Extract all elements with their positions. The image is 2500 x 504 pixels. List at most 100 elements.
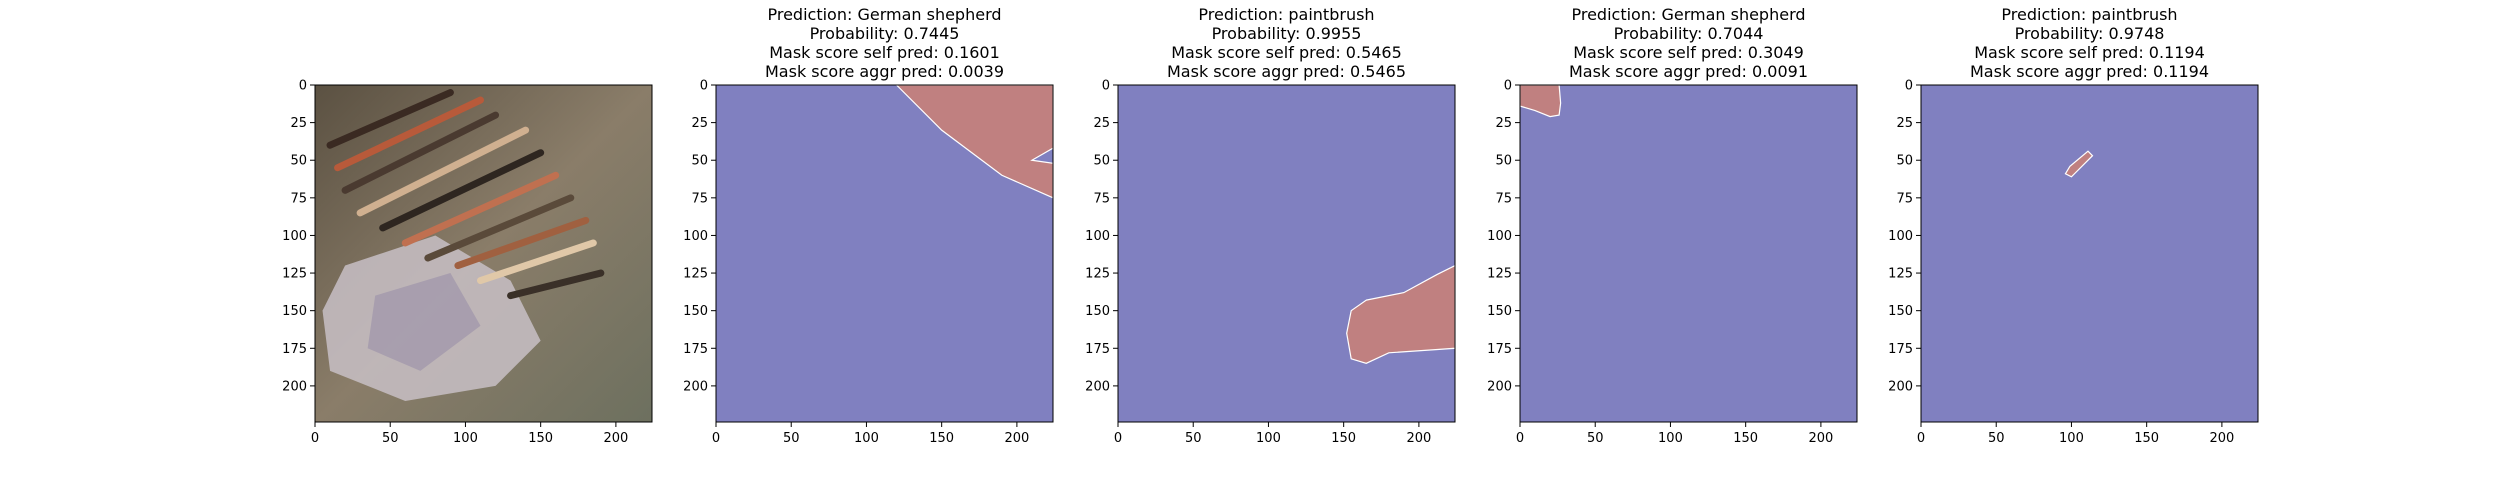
x-tick-label: 100 — [2059, 431, 2084, 446]
mask-background — [1118, 85, 1455, 422]
mask-region — [1519, 84, 1562, 118]
y-tick-label: 200 — [1487, 379, 1512, 394]
y-tick-label: 50 — [691, 154, 708, 169]
y-tick-label: 0 — [1102, 79, 1110, 94]
panel-1: 0 50 100 150 200 0 25 50 75 100 125 150 175 200 — [282, 79, 653, 446]
y-tick-label: 50 — [1896, 154, 1913, 169]
y-tick-label: 75 — [1093, 191, 1110, 206]
y-tick-label: 0 — [1905, 79, 1913, 94]
panel-title-line: Mask score aggr pred: 0.0091 — [1569, 62, 1808, 81]
x-tick-label: 200 — [1406, 431, 1431, 446]
y-tick-label: 75 — [691, 191, 708, 206]
paintbrush-shape — [379, 149, 545, 232]
mask-region — [1346, 264, 1456, 364]
x-tick-label: 50 — [1587, 431, 1604, 446]
y-tick-label: 75 — [290, 191, 307, 206]
y-tick-label: 0 — [1504, 79, 1512, 94]
y-tick-label: 200 — [683, 379, 708, 394]
panel-title-line: Mask score aggr pred: 0.5465 — [1167, 62, 1406, 81]
y-tick-label: 125 — [282, 267, 307, 282]
x-tick-label: 150 — [528, 431, 553, 446]
x-tick-label: 100 — [854, 431, 879, 446]
paintbrush-shape — [454, 216, 590, 270]
paper-shadow — [367, 273, 481, 371]
panel-title-line: Prediction: German shepherd — [767, 5, 1001, 24]
y-tick-label: 150 — [282, 304, 307, 319]
panel-4: 0 50 100 150 200 0 25 50 75 100 125 150 175 200 Predic… — [1487, 5, 1858, 446]
y-tick-label: 150 — [683, 304, 708, 319]
paintbrush-shape — [424, 194, 575, 262]
panel-title-line: Mask score self pred: 0.3049 — [1573, 43, 1804, 62]
panel-title-line: Probability: 0.7044 — [1614, 24, 1764, 43]
x-tick-label: 150 — [1331, 431, 1356, 446]
mask-background — [1921, 85, 2258, 422]
paintbrush-shape — [341, 111, 500, 194]
y-tick-label: 50 — [290, 154, 307, 169]
y-tick-label: 125 — [683, 267, 708, 282]
panel-title-line: Probability: 0.7445 — [810, 24, 960, 43]
x-tick-label: 150 — [929, 431, 954, 446]
y-tick-label: 75 — [1495, 191, 1512, 206]
y-tick-label: 175 — [1888, 342, 1913, 357]
y-tick-label: 125 — [1888, 267, 1913, 282]
x-tick-label: 150 — [2134, 431, 2159, 446]
x-tick-label: 50 — [382, 431, 399, 446]
y-tick-label: 25 — [1093, 116, 1110, 131]
x-tick-label: 100 — [1256, 431, 1281, 446]
panel-title-line: Probability: 0.9955 — [1212, 24, 1362, 43]
x-tick-label: 0 — [1917, 431, 1925, 446]
y-tick-label: 100 — [282, 229, 307, 244]
y-tick-label: 25 — [1495, 116, 1512, 131]
y-tick-label: 50 — [1093, 154, 1110, 169]
x-tick-label: 200 — [603, 431, 628, 446]
y-tick-label: 25 — [1896, 116, 1913, 131]
axes-frame — [1920, 84, 2259, 423]
y-tick-label: 100 — [1888, 229, 1913, 244]
x-tick-label: 200 — [2209, 431, 2234, 446]
axes-frame — [1519, 84, 1858, 423]
y-tick-label: 175 — [1085, 342, 1110, 357]
x-tick-label: 100 — [453, 431, 478, 446]
x-tick-label: 150 — [1733, 431, 1758, 446]
x-tick-label: 0 — [1114, 431, 1122, 446]
axes-frame — [1117, 84, 1456, 423]
panel-title-line: Prediction: paintbrush — [1198, 5, 1374, 24]
y-tick-label: 50 — [1495, 154, 1512, 169]
x-tick-label: 200 — [1808, 431, 1833, 446]
y-tick-label: 100 — [683, 229, 708, 244]
y-tick-label: 25 — [691, 116, 708, 131]
x-tick-label: 0 — [311, 431, 319, 446]
paintbrush-shape — [334, 96, 484, 172]
axes-frame — [314, 84, 653, 423]
axes-frame — [715, 84, 1054, 423]
paintbrush-shape — [476, 239, 597, 285]
panel-5: 0 50 100 150 200 0 25 50 75 100 125 150 175 200 Predic… — [1888, 5, 2259, 446]
paintbrush-shape — [326, 89, 454, 149]
x-tick-label: 50 — [1185, 431, 1202, 446]
x-tick-label: 200 — [1004, 431, 1029, 446]
y-tick-label: 100 — [1487, 229, 1512, 244]
y-tick-label: 175 — [683, 342, 708, 357]
y-tick-label: 0 — [299, 79, 307, 94]
y-tick-label: 150 — [1085, 304, 1110, 319]
y-tick-label: 175 — [1487, 342, 1512, 357]
y-tick-label: 100 — [1085, 229, 1110, 244]
x-tick-label: 50 — [1988, 431, 2005, 446]
y-tick-label: 75 — [1896, 191, 1913, 206]
panel-title-line: Mask score self pred: 0.1194 — [1974, 43, 2205, 62]
x-tick-label: 0 — [712, 431, 720, 446]
y-tick-label: 200 — [282, 379, 307, 394]
panel-3: 0 50 100 150 200 0 25 50 75 100 125 150 175 200 Predic… — [1085, 5, 1456, 446]
y-tick-label: 125 — [1487, 267, 1512, 282]
y-tick-label: 125 — [1085, 267, 1110, 282]
y-tick-label: 150 — [1888, 304, 1913, 319]
x-tick-label: 100 — [1658, 431, 1683, 446]
y-tick-label: 200 — [1085, 379, 1110, 394]
panel-2: 0 50 100 150 200 0 25 50 75 100 125 150 175 200 Predic… — [683, 5, 1054, 446]
y-tick-label: 25 — [290, 116, 307, 131]
panel-title-line: Mask score self pred: 0.1601 — [769, 43, 1000, 62]
y-tick-label: 200 — [1888, 379, 1913, 394]
y-tick-label: 0 — [700, 79, 708, 94]
panel-title-line: Mask score self pred: 0.5465 — [1171, 43, 1402, 62]
